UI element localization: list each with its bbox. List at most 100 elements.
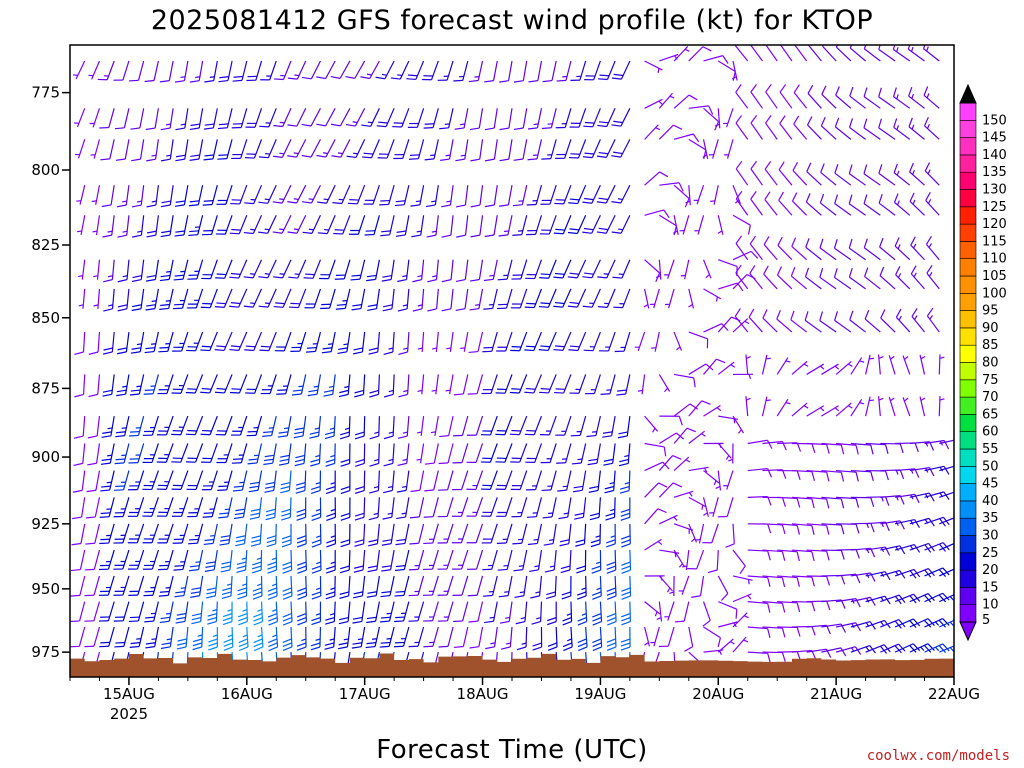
wind-barb bbox=[880, 643, 906, 654]
wind-barb bbox=[244, 139, 263, 159]
wind-barb bbox=[597, 288, 616, 308]
wind-barb bbox=[200, 331, 218, 352]
colorbar-swatch bbox=[959, 154, 977, 173]
wind-barb bbox=[919, 354, 926, 375]
wind-barb bbox=[925, 191, 940, 216]
colorbar-swatch bbox=[959, 171, 977, 190]
wind-barb bbox=[427, 288, 439, 312]
wind-barb bbox=[688, 138, 707, 160]
wind-barb bbox=[621, 575, 632, 600]
wind-barb bbox=[894, 618, 921, 629]
wind-barb bbox=[655, 259, 662, 280]
wind-barb bbox=[243, 288, 263, 308]
wind-barb bbox=[556, 60, 572, 82]
wind-barb bbox=[333, 215, 351, 235]
colorbar-swatch bbox=[959, 448, 977, 467]
wind-barb bbox=[412, 288, 425, 312]
wind-barb bbox=[113, 601, 130, 622]
wind-barb bbox=[496, 331, 513, 352]
wind-barb bbox=[189, 139, 204, 161]
wind-barb bbox=[201, 259, 218, 280]
wind-barb bbox=[791, 237, 808, 261]
wind-barb bbox=[466, 443, 484, 464]
wind-barb bbox=[728, 443, 734, 464]
wind-barb bbox=[673, 403, 699, 417]
wind-barb bbox=[672, 215, 679, 235]
ground-terrain bbox=[70, 653, 954, 677]
wind-barb bbox=[89, 108, 101, 128]
wind-barb bbox=[864, 310, 881, 333]
wind-barb bbox=[939, 439, 954, 445]
wind-barb bbox=[750, 45, 763, 62]
wind-barb bbox=[253, 626, 264, 652]
wind-barb bbox=[267, 550, 278, 574]
wind-barb bbox=[511, 259, 528, 280]
x-axis: 15AUG 16AUG 17AUG 18AUG 19AUG 20AUG 21AUG 22AUG… bbox=[69, 677, 980, 723]
wind-barb bbox=[924, 592, 950, 603]
wind-barb bbox=[659, 182, 684, 192]
wind-barb bbox=[848, 118, 866, 140]
wind-barb bbox=[557, 470, 572, 492]
wind-barb bbox=[282, 575, 293, 600]
wind-barb bbox=[417, 374, 425, 395]
wind-barb bbox=[644, 60, 663, 74]
wind-barb bbox=[88, 60, 101, 80]
wind-barb bbox=[219, 523, 233, 546]
wind-barb bbox=[777, 549, 800, 562]
wind-barb bbox=[340, 523, 351, 548]
wind-barb bbox=[495, 415, 513, 436]
wind-barb bbox=[791, 469, 816, 481]
wind-barb bbox=[143, 575, 159, 597]
wind-barb bbox=[128, 575, 145, 596]
wind-barb bbox=[437, 601, 454, 622]
wind-barb bbox=[732, 184, 742, 204]
wind-barb bbox=[201, 443, 218, 463]
wind-barb bbox=[540, 443, 557, 464]
wind-barb bbox=[821, 496, 845, 509]
x-year-label: 2025 bbox=[110, 705, 148, 723]
wind-barb bbox=[779, 115, 793, 140]
wind-barb bbox=[524, 288, 543, 309]
wind-barb bbox=[541, 470, 557, 492]
wind-barb bbox=[833, 268, 852, 290]
wind-barb bbox=[821, 85, 837, 109]
wind-barb bbox=[542, 497, 557, 519]
wind-barb bbox=[245, 374, 263, 394]
wind-barb bbox=[745, 396, 751, 417]
wind-barb bbox=[584, 374, 601, 395]
wind-barb bbox=[495, 443, 513, 463]
wind-barb bbox=[74, 332, 86, 356]
wind-barb bbox=[116, 331, 130, 355]
x-axis-title: Forecast Time (UTC) bbox=[376, 735, 648, 765]
wind-barb bbox=[407, 108, 425, 128]
wind-barb bbox=[732, 575, 753, 585]
y-tick-label: 800 bbox=[31, 161, 60, 179]
wind-barb bbox=[251, 550, 263, 574]
wind-barb bbox=[330, 60, 351, 79]
wind-barb bbox=[215, 415, 233, 436]
wind-barb bbox=[93, 259, 101, 280]
wind-barb bbox=[231, 443, 248, 464]
wind-barb bbox=[98, 549, 115, 571]
wind-barb bbox=[470, 139, 484, 162]
wind-barb bbox=[834, 117, 852, 140]
wind-barb bbox=[747, 549, 771, 561]
wind-barb bbox=[512, 185, 528, 207]
wind-barb bbox=[732, 373, 754, 380]
wind-barb bbox=[335, 288, 351, 310]
x-tick-label: 16AUG bbox=[221, 685, 273, 703]
wind-barb bbox=[939, 491, 954, 498]
wind-barb bbox=[525, 259, 543, 280]
wind-barb bbox=[325, 443, 336, 467]
wind-barb bbox=[731, 60, 738, 81]
wind-barb bbox=[567, 259, 587, 279]
wind-barb bbox=[200, 374, 218, 394]
wind-barb bbox=[355, 470, 366, 494]
wind-barb bbox=[127, 497, 145, 517]
wind-barb bbox=[750, 191, 763, 216]
wind-barb bbox=[311, 550, 322, 574]
wind-barb bbox=[99, 626, 115, 648]
wind-barb bbox=[658, 455, 682, 471]
wind-barb bbox=[620, 523, 631, 548]
wind-barb bbox=[74, 108, 86, 128]
